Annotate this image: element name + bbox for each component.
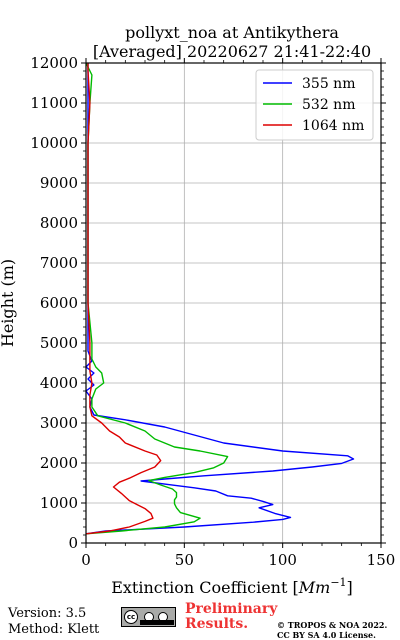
y-tick-label: 2000 bbox=[40, 454, 78, 472]
legend: 355 nm 532 nm 1064 nm bbox=[255, 69, 374, 141]
x-tick-label: 50 bbox=[175, 551, 194, 569]
y-tick-label: 6000 bbox=[40, 294, 78, 312]
preliminary-line1: Preliminary bbox=[185, 601, 278, 617]
legend-label: 355 nm bbox=[302, 76, 355, 92]
chart-title-line2: [Averaged] 20220627 21:41-22:40 bbox=[93, 42, 371, 61]
y-tick-label: 11000 bbox=[30, 94, 78, 112]
badge-strip bbox=[140, 620, 174, 625]
x-axis-label-text: Extinction Coefficient bbox=[111, 578, 288, 597]
copyright-notice: © TROPOS & NOA 2022. CC BY SA 4.0 Licens… bbox=[277, 620, 387, 640]
legend-label: 1064 nm bbox=[302, 118, 364, 134]
copyright-line2: CC BY SA 4.0 License. bbox=[277, 630, 376, 640]
y-tick-label: 4000 bbox=[40, 374, 78, 392]
x-axis-unit: Mm bbox=[298, 578, 331, 597]
x-axis-label: Extinction Coefficient [Mm−1] bbox=[111, 576, 353, 597]
y-tick-label: 5000 bbox=[40, 334, 78, 352]
y-tick-label: 9000 bbox=[40, 174, 78, 192]
y-tick-label: 3000 bbox=[40, 414, 78, 432]
preliminary-line2: Results. bbox=[185, 616, 249, 632]
x-tick-label: 150 bbox=[367, 551, 396, 569]
legend-box bbox=[255, 69, 374, 141]
chart-title-line1: pollyxt_noa at Antikythera bbox=[125, 23, 339, 42]
series-line-355-nm bbox=[85, 63, 355, 535]
method-label: Method: Klett bbox=[8, 622, 100, 637]
y-tick-label: 12000 bbox=[30, 54, 78, 72]
cc-icon: cc bbox=[124, 610, 138, 624]
legend-label: 532 nm bbox=[302, 97, 355, 113]
y-tick-label: 10000 bbox=[30, 134, 78, 152]
series-lines bbox=[85, 62, 355, 535]
series-line-1064-nm bbox=[85, 63, 162, 535]
y-tick-label: 0 bbox=[68, 534, 78, 552]
version-label: Version: 3.5 bbox=[8, 606, 87, 621]
y-tick-label: 1000 bbox=[40, 494, 78, 512]
cc-by-sa-badge-icon: cc bbox=[121, 607, 176, 627]
x-axis-unit-exp: −1 bbox=[330, 576, 346, 589]
copyright-line1: © TROPOS & NOA 2022. bbox=[277, 620, 388, 630]
y-tick-label: 8000 bbox=[40, 214, 78, 232]
y-tick-label: 7000 bbox=[40, 254, 78, 272]
y-axis-label: Height (m) bbox=[0, 259, 17, 347]
x-tick-label: 100 bbox=[268, 551, 297, 569]
preliminary-results-note: Preliminary Results. bbox=[185, 602, 277, 632]
x-tick-label: 0 bbox=[81, 551, 91, 569]
axis-ticks: 0100020003000400050006000700080009000100… bbox=[30, 54, 395, 569]
